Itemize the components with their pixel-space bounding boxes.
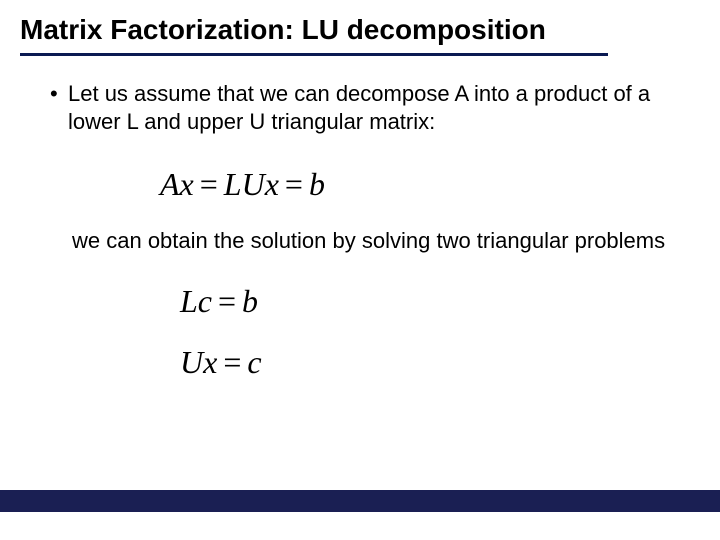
eq-term: b: [309, 166, 325, 202]
equals-icon: =: [194, 166, 224, 202]
equals-icon: =: [279, 166, 309, 202]
equation-sub-block: Lc=b Ux=c: [180, 281, 680, 383]
eq-term: b: [242, 283, 258, 319]
slide-body: • Let us assume that we can decompose A …: [50, 80, 680, 403]
slide-title: Matrix Factorization: LU decomposition: [20, 14, 546, 46]
bullet-text: Let us assume that we can decompose A in…: [68, 80, 680, 136]
equation-lc: Lc=b: [180, 281, 680, 322]
slide: Matrix Factorization: LU decomposition •…: [0, 0, 720, 540]
eq-term: LUx: [224, 166, 279, 202]
footer-bar: [0, 490, 720, 512]
equals-icon: =: [212, 283, 242, 319]
bullet-item: • Let us assume that we can decompose A …: [50, 80, 680, 136]
equals-icon: =: [217, 344, 247, 380]
equation-main: Ax=LUx=b: [160, 164, 680, 205]
eq-term: c: [247, 344, 261, 380]
eq-term: Ux: [180, 344, 217, 380]
eq-term: Lc: [180, 283, 212, 319]
continuation-text: we can obtain the solution by solving tw…: [72, 227, 680, 255]
equation-ux: Ux=c: [180, 342, 680, 383]
eq-term: Ax: [160, 166, 194, 202]
title-underline: [20, 53, 608, 56]
bullet-dot-icon: •: [50, 80, 68, 108]
